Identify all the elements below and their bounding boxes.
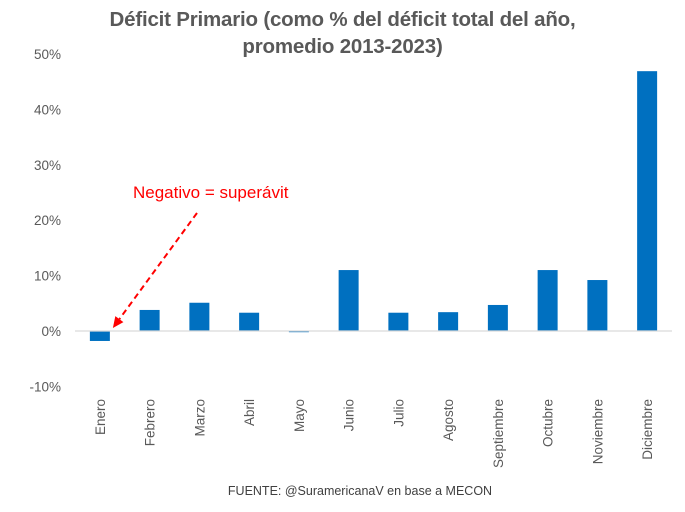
chart-title-line-2: promedio 2013-2023): [242, 35, 443, 58]
annotation-arrow: [118, 212, 198, 320]
y-tick-label: 50%: [34, 47, 61, 62]
bar-marzo: [189, 302, 210, 331]
x-tick-label: Febrero: [143, 399, 158, 446]
x-tick-label: Diciembre: [640, 399, 655, 460]
x-tick-label: Noviembre: [590, 399, 605, 464]
annotation-arrowhead: [112, 316, 124, 328]
annotation: Negativo = superávit: [112, 183, 289, 328]
x-tick-label: Abril: [242, 399, 257, 426]
y-tick-label: 0%: [41, 324, 61, 339]
bar-noviembre: [587, 280, 608, 331]
bar-octubre: [537, 270, 558, 331]
bar-abril: [239, 312, 260, 331]
bar-junio: [338, 270, 359, 331]
x-tick-label: Mayo: [292, 399, 307, 432]
y-tick-label: -10%: [29, 379, 61, 394]
x-tick-label: Marzo: [192, 399, 207, 437]
source-note: FUENTE: @SuramericanaV en base a MECON: [227, 484, 493, 498]
bar-diciembre: [637, 71, 658, 331]
x-tick-label: Agosto: [441, 399, 456, 441]
y-axis: 50% 40% 30% 20% 10% 0% -10%: [29, 47, 61, 394]
y-tick-label: 30%: [34, 158, 61, 173]
bar-septiembre: [487, 304, 508, 331]
chart-title-line-1: Déficit Primario (como % del déficit tot…: [109, 8, 576, 31]
x-axis: Enero Febrero Marzo Abril Mayo Junio Julio Agos…: [93, 399, 655, 468]
bar-febrero: [139, 309, 160, 331]
x-tick-label: Septiembre: [491, 399, 506, 468]
chart-title: Déficit Primario (como % del déficit tot…: [0, 6, 685, 60]
y-tick-label: 20%: [34, 213, 61, 228]
bar-julio: [388, 312, 409, 331]
bar-series: [89, 71, 658, 341]
x-tick-label: Julio: [391, 399, 406, 427]
x-tick-label: Junio: [342, 399, 357, 431]
y-tick-label: 10%: [34, 269, 61, 284]
bar-agosto: [438, 312, 459, 331]
x-tick-label: Octubre: [541, 399, 556, 447]
bar-enero: [89, 331, 110, 341]
x-tick-label: Enero: [93, 399, 108, 435]
annotation-text: Negativo = superávit: [133, 183, 289, 202]
y-tick-label: 40%: [34, 102, 61, 117]
